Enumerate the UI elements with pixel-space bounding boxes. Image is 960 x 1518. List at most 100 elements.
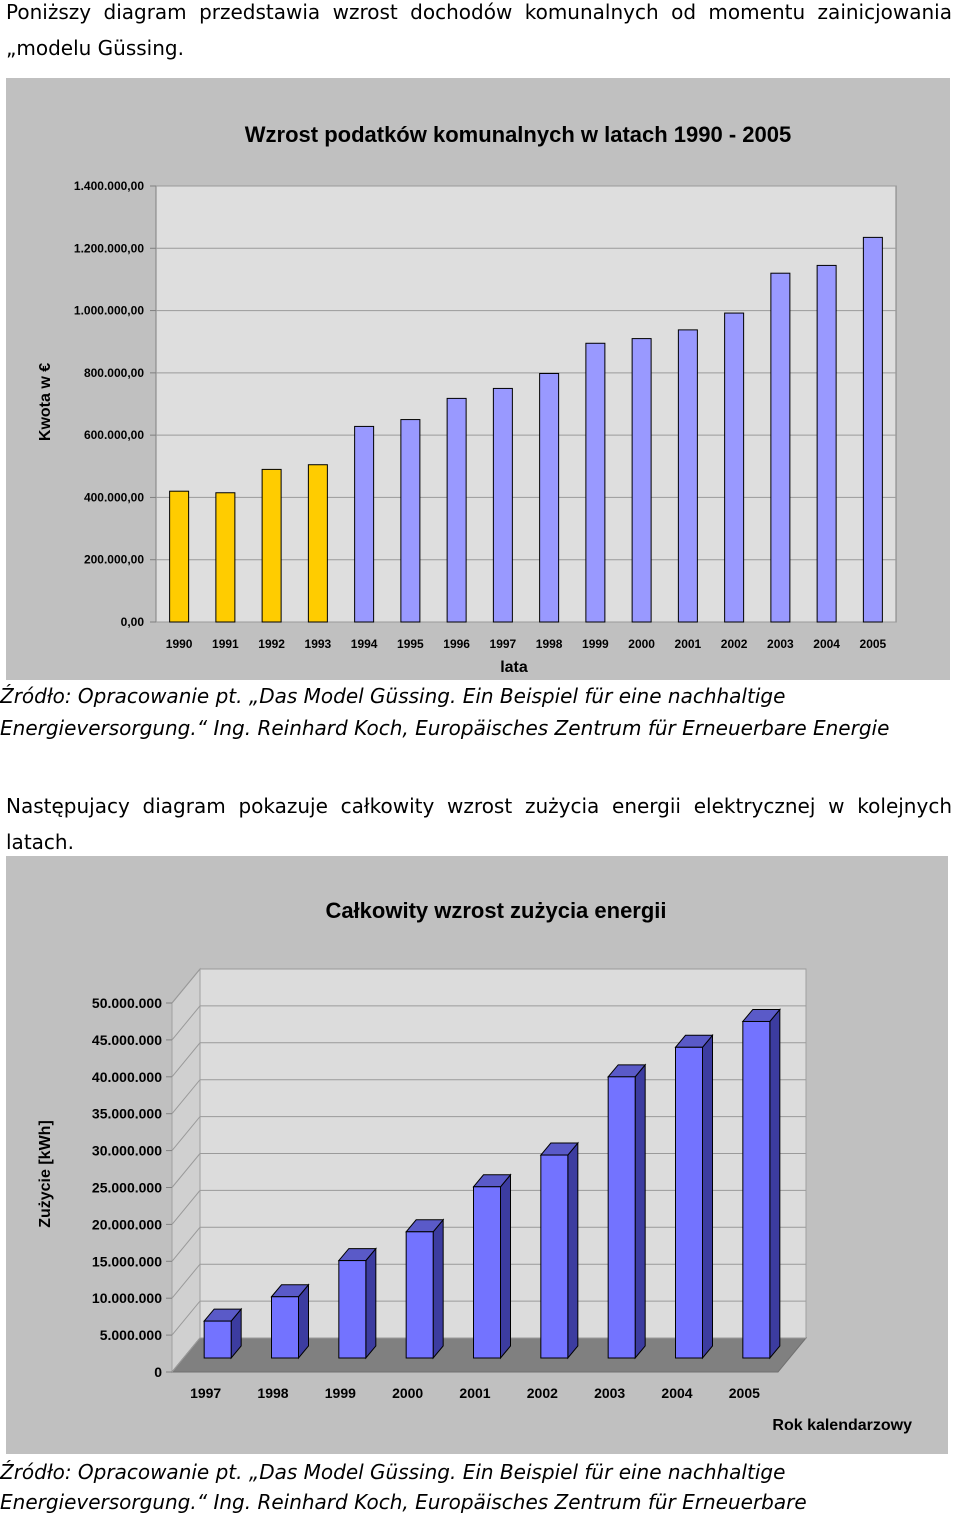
chart1-bar-1995	[400, 419, 421, 623]
chart2-bar-1999	[337, 1247, 377, 1360]
chart2-bar-2005	[741, 1008, 781, 1360]
chart2-y-tick-label: 30.000.000	[92, 1143, 162, 1159]
chart1-y-tick-label: 0,00	[121, 615, 145, 629]
chart2-x-tick-labels: 1997 1998 1999 2000 2001 2002 2003 2004 2005	[190, 1385, 760, 1401]
chart2-bar-2001	[472, 1173, 512, 1360]
chart1-x-tick-label: 1999	[582, 637, 609, 651]
chart1-x-tick-label: 2005	[860, 637, 887, 651]
chart2-x-tick-label: 2004	[661, 1385, 692, 1401]
chart2-bar-2003	[607, 1063, 647, 1360]
chart2-y-tick-label: 10.000.000	[92, 1290, 162, 1306]
chart1-x-tick-label: 1990	[166, 637, 193, 651]
chart1-x-tick-label: 1991	[212, 637, 239, 651]
intro-paragraph-2: Następujacy diagram pokazuje całkowity w…	[6, 794, 952, 854]
chart2-bar-1998	[270, 1283, 310, 1360]
chart2-gridlines	[166, 968, 806, 1373]
chart2-bar-side	[432, 1218, 444, 1360]
chart2-gridline	[171, 1337, 806, 1373]
chart2-bar-side	[365, 1247, 377, 1360]
source-line-2a: Źródło: Opracowanie pt. „Das Model Güssi…	[0, 1460, 786, 1484]
chart2-y-tick-label: 50.000.000	[92, 995, 162, 1011]
chart1-title: Wzrost podatków komunalnych w latach 199…	[245, 122, 792, 147]
chart-municipal-taxes-svg: 0,00 200.000,00 400.000,00 600.000,00 800.00…	[37, 122, 897, 676]
chart1-y-axis-label: Kwota w €	[37, 363, 54, 441]
chart2-gridline	[171, 1042, 806, 1078]
chart2-bar-side	[702, 1033, 713, 1360]
chart2-x-tick-label: 2001	[459, 1385, 490, 1401]
chart1-x-tick-label: 2000	[628, 637, 655, 651]
chart1-y-tick-label: 800.000,00	[84, 366, 144, 380]
chart1-y-tick-label: 1.200.000,00	[74, 241, 144, 255]
chart2-gridline	[171, 1005, 806, 1041]
chart2-bar-side	[769, 1008, 781, 1360]
chart2-y-tick-labels: 0 5.000.000 10.000.000 15.000.000 20.000.000…	[92, 995, 162, 1380]
chart2-bar-front	[203, 1320, 232, 1359]
chart2-bar-front	[742, 1020, 771, 1359]
chart2-x-tick-label: 2005	[729, 1385, 760, 1401]
chart1-x-tick-label: 2001	[675, 637, 702, 651]
chart2-gridline	[171, 1300, 806, 1336]
chart2-bar-1997	[203, 1307, 243, 1360]
chart2-y-tick-label: 15.000.000	[92, 1253, 162, 1269]
chart2-gridline	[171, 1226, 806, 1262]
chart1-bar-1999	[585, 342, 606, 623]
chart2-gridline	[171, 1263, 806, 1299]
chart2-x-tick-label: 2002	[527, 1385, 558, 1401]
chart2-y-tick-label: 35.000.000	[92, 1106, 162, 1122]
chart1-y-tick-label: 1.400.000,00	[74, 179, 144, 193]
chart1-y-tick-label: 200.000,00	[84, 553, 144, 567]
chart1-bar-1991	[215, 492, 236, 623]
chart1-bar-2002	[724, 312, 745, 623]
chart-energy-consumption: 0 5.000.000 10.000.000 15.000.000 20.000.000…	[6, 856, 948, 1454]
intro-paragraph-1: Poniższy diagram przedstawia wzrost doch…	[6, 0, 952, 60]
chart2-y-tick-label: 45.000.000	[92, 1032, 162, 1048]
chart1-x-tick-label: 1996	[443, 637, 470, 651]
chart1-y-tick-label: 600.000,00	[84, 428, 144, 442]
chart1-x-tick-labels: 1990 1991 1992 1993 1994 1995 1996 1997 1998 1999…	[166, 637, 887, 651]
chart2-bar-2004	[674, 1033, 714, 1360]
chart1-x-tick-label: 1993	[305, 637, 332, 651]
chart2-gridline	[171, 1153, 806, 1188]
chart2-y-tick-label: 40.000.000	[92, 1069, 162, 1085]
chart1-bars	[169, 236, 883, 623]
chart1-x-axis-label: lata	[500, 659, 528, 676]
chart2-x-tick-label: 2000	[392, 1385, 423, 1401]
chart-energy-consumption-svg: 0 5.000.000 10.000.000 15.000.000 20.000.000…	[37, 898, 912, 1434]
chart1-bar-2001	[677, 329, 698, 623]
chart2-y-tick-label: 25.000.000	[92, 1180, 162, 1196]
chart2-bars	[203, 1008, 781, 1360]
chart2-bar-front	[675, 1046, 703, 1359]
chart1-x-tick-label: 1995	[397, 637, 424, 651]
chart2-x-tick-label: 1999	[325, 1385, 356, 1401]
chart2-bar-2000	[405, 1218, 445, 1360]
chart-municipal-taxes: 0,00 200.000,00 400.000,00 600.000,00 800.00…	[6, 78, 950, 680]
chart2-bar-side	[500, 1173, 511, 1360]
chart2-x-tick-label: 2003	[594, 1385, 625, 1401]
chart2-bar-side	[634, 1063, 646, 1360]
chart1-bar-1990	[169, 490, 190, 623]
chart1-x-tick-label: 1994	[351, 637, 378, 651]
chart1-bar-1992	[261, 468, 282, 623]
chart1-x-tick-label: 2002	[721, 637, 748, 651]
chart2-gridline	[171, 968, 806, 1004]
chart2-y-tick-label: 5.000.000	[100, 1327, 162, 1343]
source-line-1b: Energieversorgung.“ Ing. Reinhard Koch, …	[0, 716, 890, 740]
chart2-bar-front	[405, 1231, 434, 1359]
chart2-gridline	[171, 1079, 806, 1115]
chart1-x-tick-label: 2003	[767, 637, 794, 651]
chart1-x-tick-label: 1998	[536, 637, 563, 651]
chart1-bar-2005	[862, 236, 883, 623]
source-line-2b: Energieversorgung.“ Ing. Reinhard Koch, …	[0, 1490, 807, 1514]
chart2-x-axis-label: Rok kalendarzowy	[772, 1417, 912, 1434]
chart2-y-axis-label: Zużycie [kWh]	[37, 1120, 54, 1228]
chart2-x-tick-label: 1997	[190, 1385, 221, 1401]
chart2-title: Całkowity wzrost zużycia energii	[325, 898, 666, 923]
chart1-bar-2004	[816, 264, 837, 623]
chart1-y-tick-label: 1.000.000,00	[74, 304, 144, 318]
chart1-x-tick-label: 2004	[813, 637, 840, 651]
chart1-bar-1997	[492, 387, 513, 623]
chart2-bar-front	[607, 1076, 636, 1359]
chart2-y-tick-label: 20.000.000	[92, 1216, 162, 1232]
chart2-bar-front	[271, 1296, 299, 1359]
chart1-bar-2000	[631, 338, 652, 623]
